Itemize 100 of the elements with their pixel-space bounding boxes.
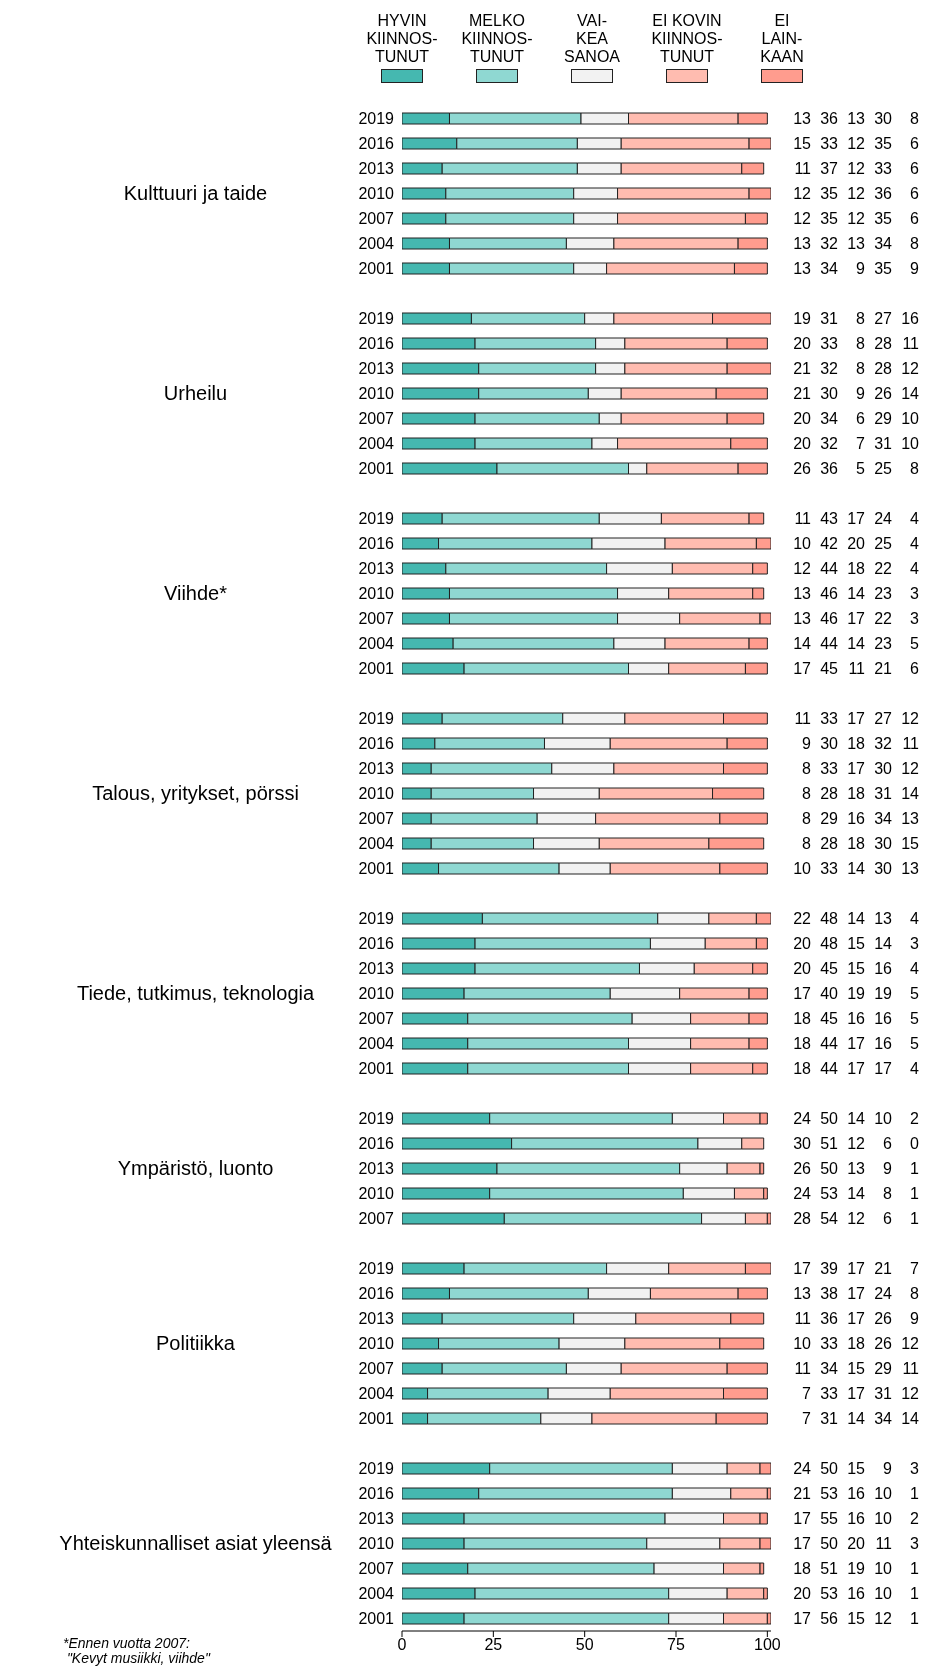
data-label: 10 (793, 860, 812, 878)
data-label: 1 (910, 1585, 920, 1603)
y-tick-label: 2016 (358, 1485, 395, 1503)
data-label: 25 (874, 460, 893, 478)
data-label: 44 (820, 560, 839, 578)
data-label: 14 (901, 785, 920, 803)
data-label: 30 (874, 835, 893, 853)
data-label: 7 (910, 1260, 920, 1278)
data-label: 17 (847, 760, 866, 778)
data-label: 1 (910, 1185, 920, 1203)
data-label: 18 (793, 1060, 812, 1078)
data-label: 18 (793, 1035, 812, 1053)
data-label: 13 (901, 810, 920, 828)
y-tick-label: 2010 (358, 1535, 395, 1553)
data-label: 14 (847, 1410, 866, 1428)
data-label: 38 (820, 1285, 839, 1303)
data-label: 12 (901, 360, 920, 378)
data-label: 27 (874, 310, 893, 328)
y-tick-label: 2013 (358, 760, 395, 778)
data-label: 0 (910, 1135, 920, 1153)
data-label: 48 (820, 910, 839, 928)
y-tick-label: 2010 (358, 185, 395, 203)
y-tick-label: 2016 (358, 135, 395, 153)
text: *Ennen vuotta 2007: "Kevyt musiikki, viihde" (63, 1635, 210, 1666)
y-tick-label: 2016 (358, 735, 395, 753)
data-label: 12 (847, 210, 866, 228)
data-label: 17 (793, 1510, 812, 1528)
data-label: 12 (901, 1385, 920, 1403)
data-label: 21 (793, 385, 812, 403)
data-label: 18 (847, 785, 866, 803)
y-tick-label: 2016 (358, 935, 395, 953)
data-label: 2 (910, 1110, 920, 1128)
data-label: 26 (793, 460, 812, 478)
data-label: 8 (910, 1285, 920, 1303)
data-label: 29 (820, 810, 839, 828)
y-tick-label: 2019 (358, 1110, 395, 1128)
y-tick-label: 2007 (358, 610, 395, 628)
data-label: 4 (910, 960, 920, 978)
data-label: 14 (847, 635, 866, 653)
data-label: 31 (820, 1410, 839, 1428)
data-label: 11 (875, 1535, 893, 1553)
data-label: 8 (856, 335, 866, 353)
data-label: 8 (802, 810, 812, 828)
y-tick-label: 2019 (358, 1260, 395, 1278)
data-label: 7 (856, 435, 866, 453)
data-label: 30 (793, 1135, 812, 1153)
data-label: 20 (793, 335, 812, 353)
data-label: 20 (847, 535, 866, 553)
data-label: 7 (802, 1385, 812, 1403)
data-label: 33 (820, 135, 839, 153)
data-label: 28 (874, 360, 893, 378)
data-label: 28 (820, 785, 839, 803)
text: EI KOVIN KIINNOS- TUNUT (650, 12, 724, 66)
data-label: 35 (874, 135, 893, 153)
data-label: 18 (847, 560, 866, 578)
data-label: 30 (874, 760, 893, 778)
data-label: 17 (847, 1035, 866, 1053)
data-label: 18 (847, 1335, 866, 1353)
data-label: 19 (874, 985, 893, 1003)
data-label: 30 (874, 110, 893, 128)
data-label: 17 (793, 1535, 812, 1553)
y-tick-label: 2004 (358, 235, 395, 253)
y-tick-label: 2007 (358, 1560, 395, 1578)
data-label: 3 (910, 1535, 920, 1553)
data-label: 4 (910, 535, 920, 553)
data-label: 45 (820, 960, 839, 978)
x-tick-label: 0 (397, 1636, 407, 1654)
data-label: 10 (874, 1585, 893, 1603)
data-label: 13 (793, 235, 812, 253)
data-label: 12 (847, 1135, 866, 1153)
data-label: 14 (847, 1185, 866, 1203)
data-label: 11 (902, 735, 920, 753)
data-label: 51 (820, 1135, 839, 1153)
data-label: 2 (910, 1510, 920, 1528)
data-label: 16 (847, 1510, 866, 1528)
data-label: 12 (847, 160, 866, 178)
data-label: 26 (874, 1310, 893, 1328)
data-label: 17 (847, 1260, 866, 1278)
y-tick-label: 2019 (358, 110, 395, 128)
data-label: 9 (910, 260, 920, 278)
y-tick-label: 2001 (358, 460, 395, 478)
data-label: 20 (793, 1585, 812, 1603)
data-label: 29 (874, 410, 893, 428)
y-tick-label: 2004 (358, 835, 395, 853)
data-label: 4 (910, 910, 920, 928)
data-label: 8 (883, 1185, 893, 1203)
data-label: 22 (874, 610, 893, 628)
y-axis-title: Politiikka (155, 1331, 236, 1356)
data-label: 5 (910, 985, 920, 1003)
data-label: 20 (793, 960, 812, 978)
data-label: 15 (793, 135, 812, 153)
data-label: 45 (820, 1010, 839, 1028)
data-label: 24 (793, 1110, 812, 1128)
data-label: 31 (874, 1385, 893, 1403)
data-label: 28 (874, 335, 893, 353)
y-tick-label: 2001 (358, 1610, 395, 1628)
y-tick-label: 2019 (358, 310, 395, 328)
data-label: 15 (847, 1610, 866, 1628)
data-label: 28 (793, 1210, 812, 1228)
data-label: 4 (910, 1060, 920, 1078)
